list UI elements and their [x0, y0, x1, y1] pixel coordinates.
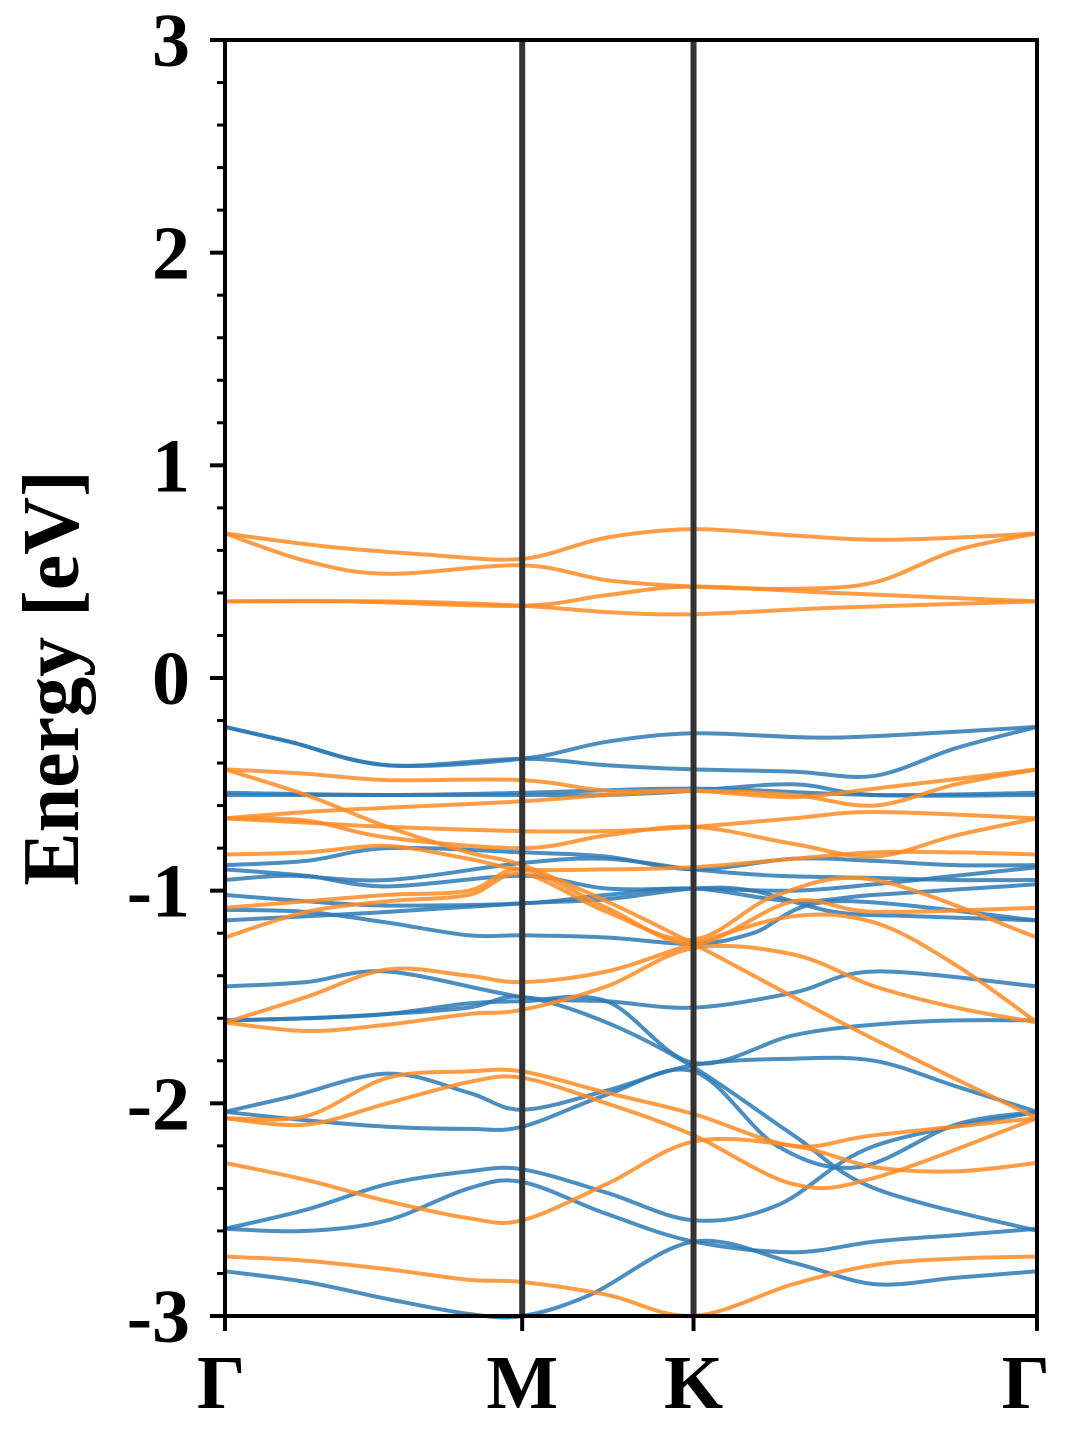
band-spin-down-24 — [224, 767, 1038, 821]
y-tick-label: -2 — [127, 1062, 190, 1146]
band-spin-up-17 — [224, 1238, 1038, 1320]
band-spin-up-12 — [224, 994, 1038, 1233]
band-spin-up-14 — [224, 1067, 1038, 1170]
band-spin-down-28 — [224, 867, 1038, 946]
band-spin-up-7 — [224, 882, 1038, 908]
band-spin-up-16 — [224, 1178, 1038, 1255]
band-spin-down-30 — [224, 912, 1039, 1025]
band-spin-down-23 — [224, 767, 1038, 1121]
y-axis-label: Energy [eV] — [8, 470, 96, 885]
y-tick-label: 0 — [152, 637, 190, 721]
band-spin-down-27 — [224, 843, 1038, 873]
band-spin-down-31 — [224, 943, 1038, 1034]
band-spin-up-1 — [224, 724, 1038, 779]
band-spin-down-18 — [224, 527, 1038, 562]
y-tick-label: 3 — [152, 0, 190, 83]
band-spin-down-32 — [224, 1067, 1038, 1149]
x-tick-label: K — [664, 1341, 723, 1425]
y-tick-label: -3 — [127, 1275, 190, 1359]
band-spin-up-15 — [224, 1109, 1038, 1231]
y-tick-label: 1 — [152, 424, 190, 508]
band-spin-up-13 — [224, 1055, 1038, 1114]
band-spin-down-29 — [224, 871, 1038, 942]
band-spin-up-9 — [224, 899, 1038, 946]
high-symmetry-lines — [519, 40, 697, 1316]
y-tick-labels: 3 2 1 0 -1 -2 -3 — [127, 0, 190, 1359]
band-spin-down-22 — [224, 767, 1038, 800]
band-spin-down-19 — [224, 531, 1038, 591]
y-tick-label: 2 — [152, 212, 190, 296]
band-spin-down-25 — [224, 809, 1038, 834]
x-tick-label: Γ — [1002, 1341, 1050, 1425]
x-tick-label: Γ — [197, 1341, 245, 1425]
band-spin-up-8 — [224, 885, 1038, 923]
band-spin-down-26 — [224, 816, 1038, 859]
band-spin-down-34 — [224, 1136, 1038, 1225]
band-spin-down-21 — [224, 599, 1038, 617]
y-tick-label: -1 — [127, 850, 190, 934]
band-spin-down-33 — [224, 1074, 1038, 1191]
band-spin-down-35 — [224, 1254, 1038, 1319]
band-lines — [224, 527, 1039, 1320]
x-tick-label: M — [486, 1341, 558, 1425]
y-major-ticks — [210, 38, 1039, 1331]
